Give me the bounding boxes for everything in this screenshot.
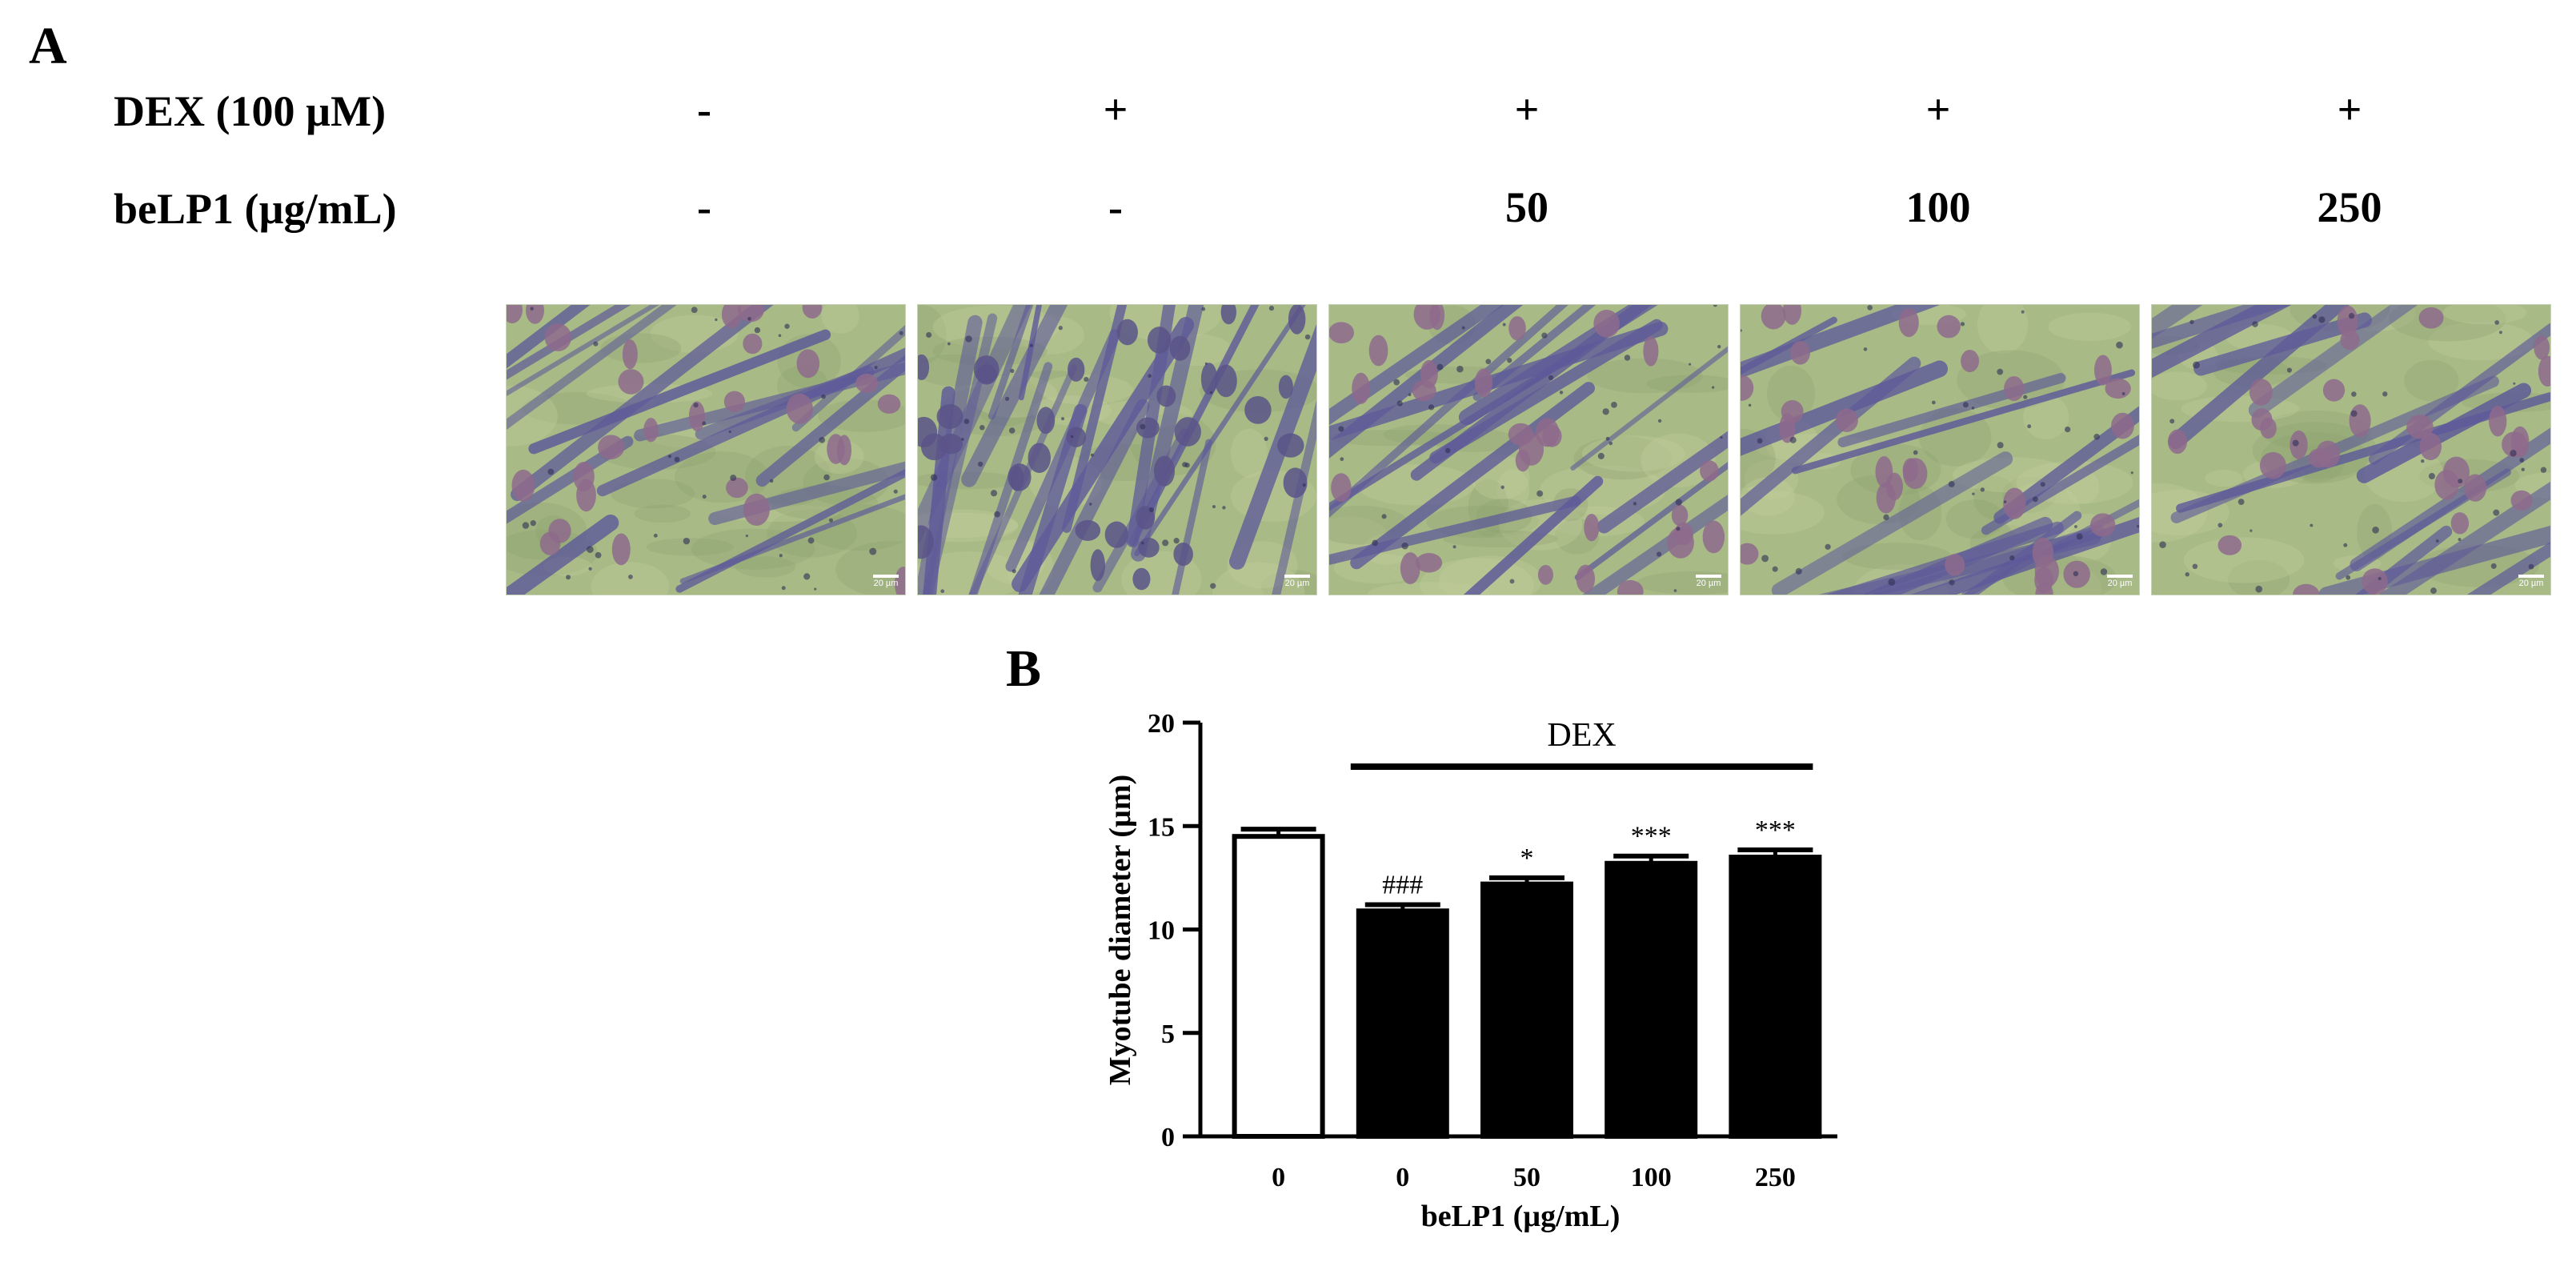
micrograph-3: 20 µm bbox=[1328, 304, 1729, 595]
dex-value-3: + bbox=[1514, 86, 1540, 134]
bar bbox=[1356, 908, 1449, 1139]
dex-group-label: DEX bbox=[1547, 717, 1616, 754]
y-tick-label: 0 bbox=[1161, 1123, 1175, 1152]
panel-a-letter: A bbox=[29, 17, 67, 75]
scale-bar: 20 µm bbox=[2518, 575, 2544, 588]
x-tick-label: 0 bbox=[1272, 1163, 1285, 1192]
dex-value-1: - bbox=[697, 86, 711, 134]
scale-bar: 20 µm bbox=[1696, 575, 1721, 588]
micrograph-2: 20 µm bbox=[917, 304, 1317, 595]
x-tick-label: 0 bbox=[1396, 1163, 1409, 1192]
belp1-value-5: 250 bbox=[2317, 183, 2382, 231]
significance-label: ### bbox=[1382, 870, 1423, 899]
belp1-row-label: beLP1 (µg/mL) bbox=[114, 185, 397, 233]
y-tick-label: 5 bbox=[1161, 1020, 1175, 1049]
scale-bar-label: 20 µm bbox=[2107, 579, 2133, 588]
dex-value-2: + bbox=[1103, 86, 1128, 134]
bar bbox=[1232, 834, 1325, 1140]
dex-row-label: DEX (100 µM) bbox=[114, 87, 387, 135]
dex-value-5: + bbox=[2337, 86, 2362, 134]
y-tick-label: 20 bbox=[1148, 709, 1175, 739]
scale-bar-label: 20 µm bbox=[2518, 579, 2544, 588]
x-axis-label: beLP1 (µg/mL) bbox=[1421, 1200, 1621, 1233]
belp1-value-3: 50 bbox=[1505, 183, 1548, 231]
significance-label: *** bbox=[1755, 815, 1796, 845]
dex-value-4: + bbox=[1925, 86, 1951, 134]
micrograph-4: 20 µm bbox=[1740, 304, 2140, 595]
scale-bar: 20 µm bbox=[873, 575, 899, 588]
belp1-value-1: - bbox=[697, 183, 711, 231]
significance-label: * bbox=[1520, 843, 1534, 873]
x-tick-label: 100 bbox=[1631, 1163, 1672, 1192]
scale-bar-label: 20 µm bbox=[873, 579, 899, 588]
scale-bar: 20 µm bbox=[1284, 575, 1310, 588]
panel-b-letter: B bbox=[1006, 639, 1042, 698]
scale-bar: 20 µm bbox=[2107, 575, 2133, 588]
micrograph-1: 20 µm bbox=[506, 304, 906, 595]
belp1-value-4: 100 bbox=[1905, 183, 1971, 231]
y-axis-label: Myotube diameter (µm) bbox=[1104, 775, 1137, 1085]
micrograph-5: 20 µm bbox=[2151, 304, 2551, 595]
bar bbox=[1480, 881, 1573, 1139]
bar bbox=[1604, 860, 1698, 1140]
significance-label: *** bbox=[1631, 822, 1672, 851]
y-tick-label: 10 bbox=[1148, 916, 1175, 946]
x-tick-label: 250 bbox=[1755, 1163, 1796, 1192]
bar bbox=[1729, 855, 1822, 1140]
x-tick-label: 50 bbox=[1513, 1163, 1540, 1192]
belp1-value-2: - bbox=[1108, 183, 1123, 231]
scale-bar-label: 20 µm bbox=[1696, 579, 1721, 588]
y-tick-label: 15 bbox=[1148, 812, 1175, 842]
scale-bar-label: 20 µm bbox=[1284, 579, 1310, 588]
